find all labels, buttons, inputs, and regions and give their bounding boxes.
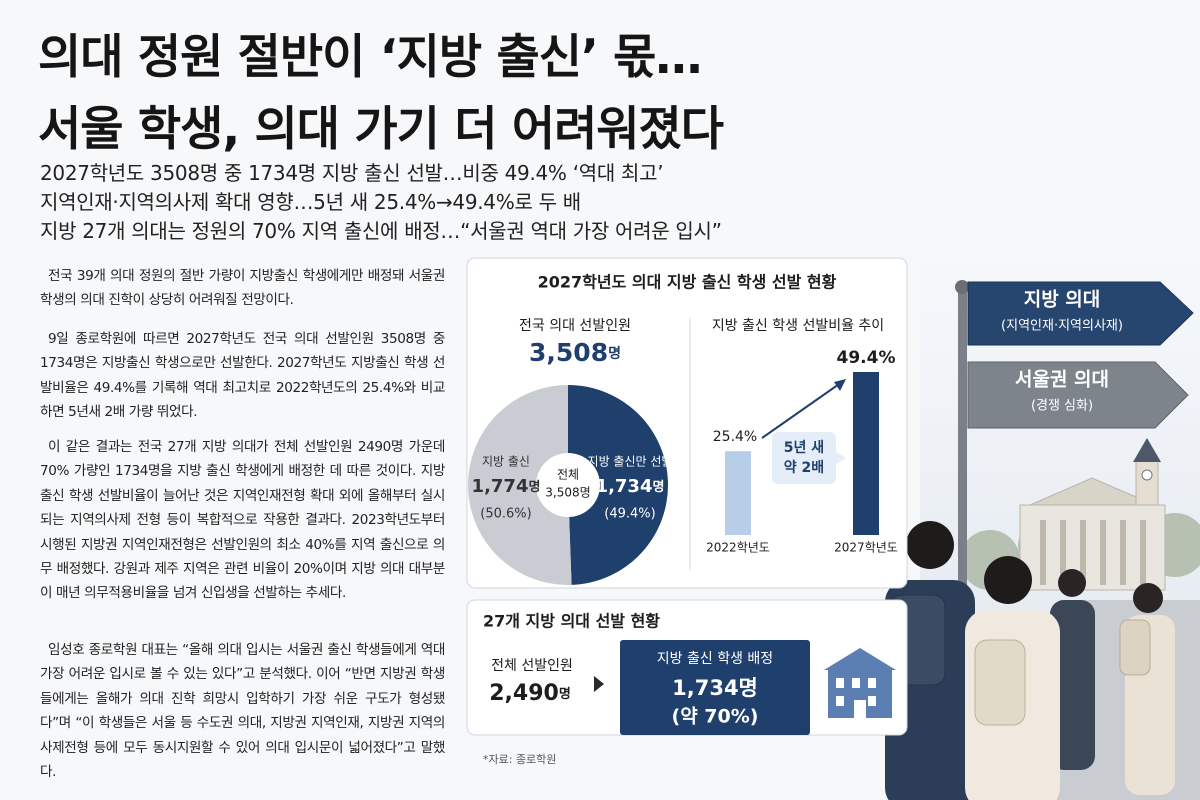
source: *자료: 종로학원 — [483, 753, 556, 766]
bar — [853, 372, 879, 535]
trend-arrowhead — [834, 379, 846, 391]
allocation-box — [620, 640, 810, 735]
bar-category: 2027학년도 — [834, 541, 898, 555]
sign-subtitle: (경쟁 심화) — [1031, 399, 1093, 414]
pie-value: 1,774명 — [472, 476, 541, 497]
trend-arrow — [761, 381, 843, 439]
students — [885, 521, 1175, 800]
school-icon — [824, 648, 896, 718]
paragraph: 임성호 종로학원 대표는 “올해 의대 입시는 서울권 출신 학생들에게 역대 … — [40, 642, 445, 781]
pie-center-value: 3,508명 — [545, 486, 590, 500]
allocation-share: (약 70%) — [672, 706, 759, 728]
sign-title: 서울권 의대 — [1015, 369, 1109, 391]
annotation: 약 2배 — [784, 459, 824, 476]
pie-value-number: 1,774 — [472, 476, 529, 497]
pie-slice — [468, 384, 572, 585]
sign-subtitle: (지역인재·지역의사재) — [1001, 319, 1123, 334]
headline: 서울 학생, 의대 가기 더 어려워졌다 — [38, 102, 724, 157]
pie-total-unit: 명 — [608, 345, 621, 362]
pie-total: 3,508명 — [529, 338, 621, 367]
pie-slice — [568, 385, 669, 585]
pie-center — [536, 453, 600, 517]
subheadline: 지방 27개 의대는 정원의 70% 지역 출신에 배정…“서울권 역대 가장 … — [40, 219, 722, 243]
pie-value: 1,734명 — [596, 476, 665, 497]
bar-value-label: 49.4% — [837, 348, 896, 368]
pie-percent: (50.6%) — [480, 507, 531, 522]
pie-center-label: 전체 — [557, 468, 579, 482]
sign-local — [967, 281, 1194, 346]
pie-value-unit: 명 — [652, 479, 664, 495]
subheadline: 2027학년도 3508명 중 1734명 지방 출신 선발…비중 49.4% … — [40, 161, 664, 185]
summary-total: 2,490명 — [489, 681, 571, 706]
infographic-title: 2027학년도 의대 지방 출신 학생 선발 현황 — [538, 273, 837, 292]
pie-category: 지방 출신 — [482, 455, 530, 469]
summary-total-label: 전체 선발인원 — [491, 658, 573, 674]
pie-value-number: 1,734 — [596, 476, 653, 497]
annotation-bubble — [772, 432, 836, 484]
sign-seoul — [967, 361, 1189, 429]
bar-title: 지방 출신 학생 선발비율 추이 — [712, 318, 884, 334]
bar-category: 2022학년도 — [706, 541, 770, 555]
paragraph: 9일 종로학원에 따르면 2027학년도 전국 의대 선발인원 3508명 중 … — [40, 331, 445, 421]
sign-pole — [958, 285, 967, 795]
annotation-tail — [836, 452, 846, 464]
paragraph: 전국 39개 의대 정원의 절반 가량이 지방출신 학생에게만 배정돼 서울권 … — [40, 268, 445, 309]
subheadline: 지역인재·지역의사제 확대 영향…5년 새 25.4%→49.4%로 두 배 — [40, 190, 581, 214]
building — [1019, 438, 1166, 591]
summary-title: 27개 지방 의대 선발 현황 — [483, 612, 660, 631]
pie-total-value: 3,508 — [529, 338, 608, 367]
pie-percent: (49.4%) — [604, 507, 655, 522]
allocation-label: 지방 출신 학생 배정 — [657, 651, 773, 667]
paragraph: 이 같은 결과는 전국 27개 지방 의대가 전체 선발인원 2490명 가운데… — [40, 439, 445, 602]
pie-category: 지방 출신만 선발 — [588, 455, 673, 469]
headline: 의대 정원 절반이 ‘지방 출신’ 몫… — [38, 30, 702, 85]
summary-total-unit: 명 — [559, 686, 571, 702]
summary-total-value: 2,490 — [489, 681, 559, 706]
allocation-value: 1,734명 — [672, 676, 758, 700]
sign-title: 지방 의대 — [1024, 289, 1101, 311]
pie-title: 전국 의대 선발인원 — [519, 318, 631, 334]
bar-value-label: 25.4% — [713, 429, 757, 445]
bar — [725, 451, 751, 535]
annotation: 5년 새 — [784, 440, 824, 456]
pie-value-unit: 명 — [528, 479, 540, 495]
arrow-icon — [594, 676, 604, 692]
pole-cap — [955, 280, 969, 294]
